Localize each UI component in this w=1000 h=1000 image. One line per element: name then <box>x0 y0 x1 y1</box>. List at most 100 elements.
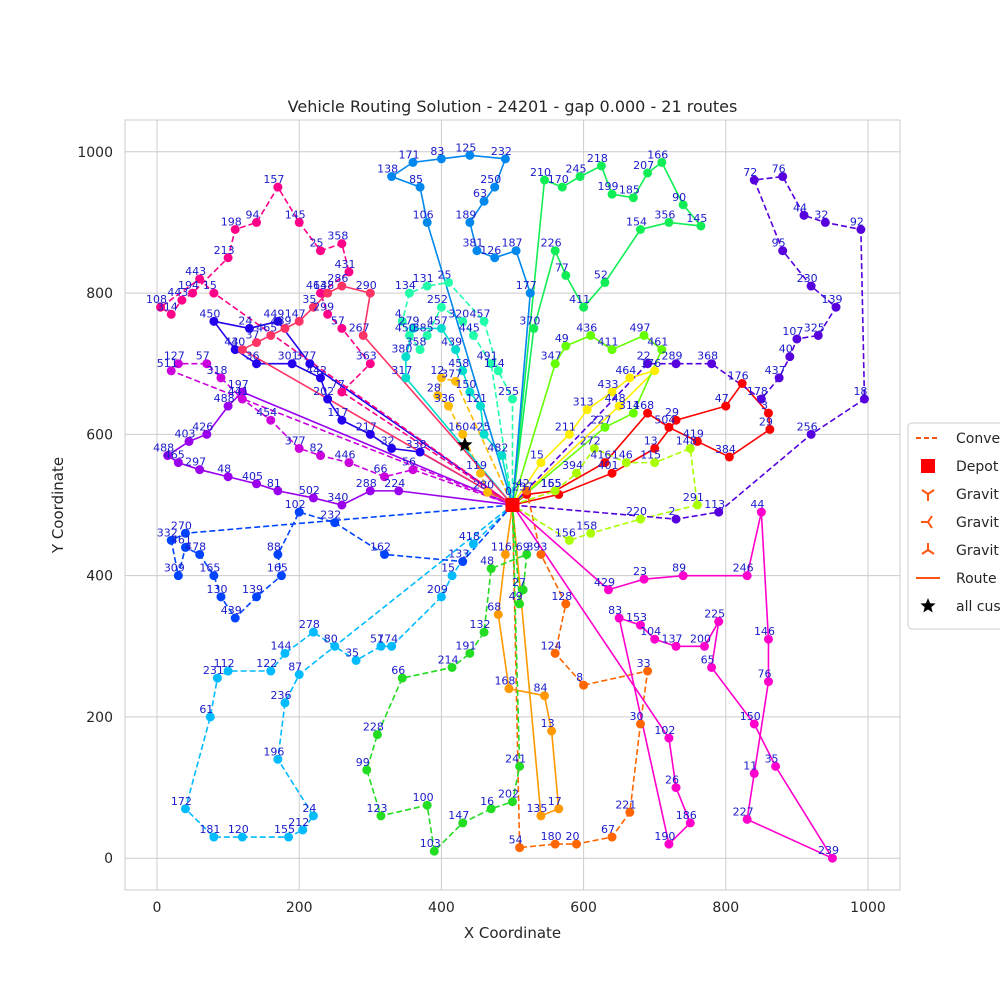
route-point <box>294 316 304 326</box>
y-tick-label: 0 <box>104 851 113 867</box>
route-point <box>756 507 766 517</box>
node-label: 405 <box>242 470 263 483</box>
node-label: 224 <box>384 477 405 490</box>
route-point <box>479 196 489 206</box>
route-point <box>308 302 318 312</box>
node-label: 25 <box>438 268 452 281</box>
node-label: 210 <box>530 166 551 179</box>
route-point <box>330 518 340 528</box>
node-label: 431 <box>334 258 355 271</box>
node-label: 381 <box>462 237 483 250</box>
legend-label: Gravit <box>956 543 999 559</box>
x-tick-label: 0 <box>153 900 162 916</box>
node-label: 29 <box>759 415 773 428</box>
node-label: 24 <box>238 314 252 327</box>
route-point <box>579 302 589 312</box>
route-point <box>525 288 535 298</box>
node-label: 33 <box>637 657 651 670</box>
node-label: 76 <box>772 163 786 176</box>
route-point <box>536 811 546 821</box>
route-point <box>465 648 475 658</box>
route-point <box>362 765 372 775</box>
node-label: 56 <box>402 456 416 469</box>
node-label: 23 <box>633 565 647 578</box>
node-label: 457 <box>470 307 491 320</box>
node-label: 416 <box>590 449 611 462</box>
route-point <box>561 270 571 280</box>
route-point <box>486 804 496 814</box>
node-label: 8 <box>576 671 583 684</box>
route-point <box>252 592 262 602</box>
node-label: 403 <box>174 427 195 440</box>
route-point <box>316 373 326 383</box>
route-point <box>607 468 617 478</box>
chart-title: Vehicle Routing Solution - 24201 - gap 0… <box>288 97 738 116</box>
node-label: 22 <box>637 350 651 363</box>
route-point <box>639 330 649 340</box>
route-point <box>479 316 489 326</box>
node-label: 439 <box>221 604 242 617</box>
route-point <box>209 832 219 842</box>
node-label: 313 <box>573 396 594 409</box>
node-label: 40 <box>779 343 793 356</box>
node-label: 425 <box>470 420 491 433</box>
node-label: 211 <box>555 420 576 433</box>
node-label: 106 <box>413 208 434 221</box>
node-label: 340 <box>327 491 348 504</box>
legend-swatch <box>920 598 936 613</box>
route-point <box>422 281 432 291</box>
node-label: 147 <box>285 307 306 320</box>
node-label: 196 <box>263 745 284 758</box>
route-point <box>252 479 262 489</box>
node-label: 227 <box>590 413 611 426</box>
node-label: 150 <box>455 378 476 391</box>
route-point <box>387 641 397 651</box>
route-point <box>323 394 333 404</box>
node-label: 20 <box>565 830 579 843</box>
route-point <box>284 832 294 842</box>
route-point <box>639 574 649 584</box>
route-point <box>714 617 724 627</box>
node-label: 393 <box>526 540 547 553</box>
route-point <box>380 472 390 482</box>
node-label: 24 <box>302 802 316 815</box>
route-point <box>415 345 425 355</box>
route-point <box>490 182 500 192</box>
route-point <box>699 641 709 651</box>
route-point <box>571 839 581 849</box>
route-point <box>643 666 653 676</box>
route-point <box>337 500 347 510</box>
node-label: 57 <box>196 350 210 363</box>
node-label: 267 <box>349 321 370 334</box>
node-label: 120 <box>228 823 249 836</box>
route-point <box>742 814 752 824</box>
route-point <box>479 627 489 637</box>
node-label: 123 <box>366 802 387 815</box>
route-point <box>323 288 333 298</box>
route-point <box>607 189 617 199</box>
route-point <box>600 422 610 432</box>
route-point <box>625 807 635 817</box>
route-point <box>216 373 226 383</box>
route-point <box>230 613 240 623</box>
node-label: 61 <box>199 703 213 716</box>
route-point <box>778 172 788 182</box>
node-label: 227 <box>733 805 754 818</box>
route-point <box>468 539 478 549</box>
route-point <box>180 528 190 538</box>
node-label: 207 <box>633 159 654 172</box>
node-label: 127 <box>164 350 185 363</box>
route-point <box>433 391 443 401</box>
route-point <box>305 359 315 369</box>
route-point <box>737 378 747 388</box>
node-label: 35 <box>302 293 316 306</box>
route-point <box>266 330 276 340</box>
node-label: 66 <box>391 664 405 677</box>
route-line <box>511 175 866 520</box>
route-point <box>316 288 326 298</box>
legend-tri <box>921 543 935 555</box>
route-point <box>223 253 233 263</box>
node-label: 250 <box>480 173 501 186</box>
node-label: 252 <box>427 293 448 306</box>
